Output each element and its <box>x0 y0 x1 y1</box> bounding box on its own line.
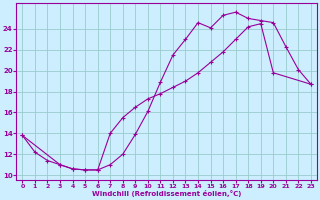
X-axis label: Windchill (Refroidissement éolien,°C): Windchill (Refroidissement éolien,°C) <box>92 190 241 197</box>
